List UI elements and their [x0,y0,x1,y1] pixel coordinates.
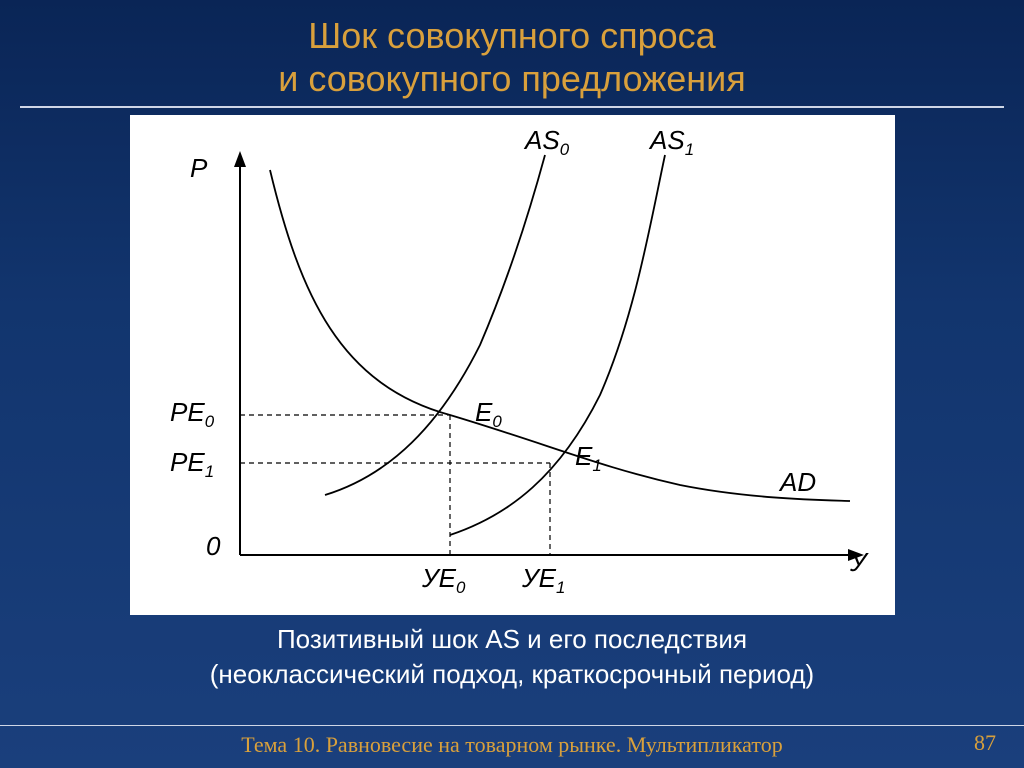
label-e0: E0 [475,397,502,432]
chart-svg [130,115,895,615]
guide-lines [240,415,550,555]
label-ad: AD [780,467,816,498]
label-as0: AS0 [525,125,569,160]
curve-ad [270,170,850,501]
chart-area: P У 0 AS0 AS1 AD E0 E1 PE0 PE1 УE0 УE1 [130,115,895,615]
label-y-axis: У [850,547,867,578]
label-origin: 0 [206,531,220,562]
curve-as1 [450,155,665,535]
label-p-axis: P [190,153,207,184]
label-pe0: PE0 [170,397,214,432]
title-line-2: и совокупного предложения [278,58,746,99]
caption: Позитивный шок AS и его последствия (нео… [0,622,1024,692]
slide-title: Шок совокупного спроса и совокупного пре… [0,0,1024,100]
label-pe1: PE1 [170,447,214,482]
label-ye0: УE0 [422,563,465,598]
curve-as0 [325,155,545,495]
label-e1: E1 [575,441,602,476]
page-number: 87 [974,730,996,756]
title-line-1: Шок совокупного спроса [308,15,715,56]
title-underline [20,106,1004,108]
label-ye1: УE1 [522,563,565,598]
caption-line-1: Позитивный шок AS и его последствия [277,624,747,654]
curves [270,155,850,535]
slide: Шок совокупного спроса и совокупного пре… [0,0,1024,768]
footer-text: Тема 10. Равновесие на товарном рынке. М… [0,725,1024,758]
label-as1: AS1 [650,125,694,160]
caption-line-2: (неоклассический подход, краткосрочный п… [210,659,814,689]
